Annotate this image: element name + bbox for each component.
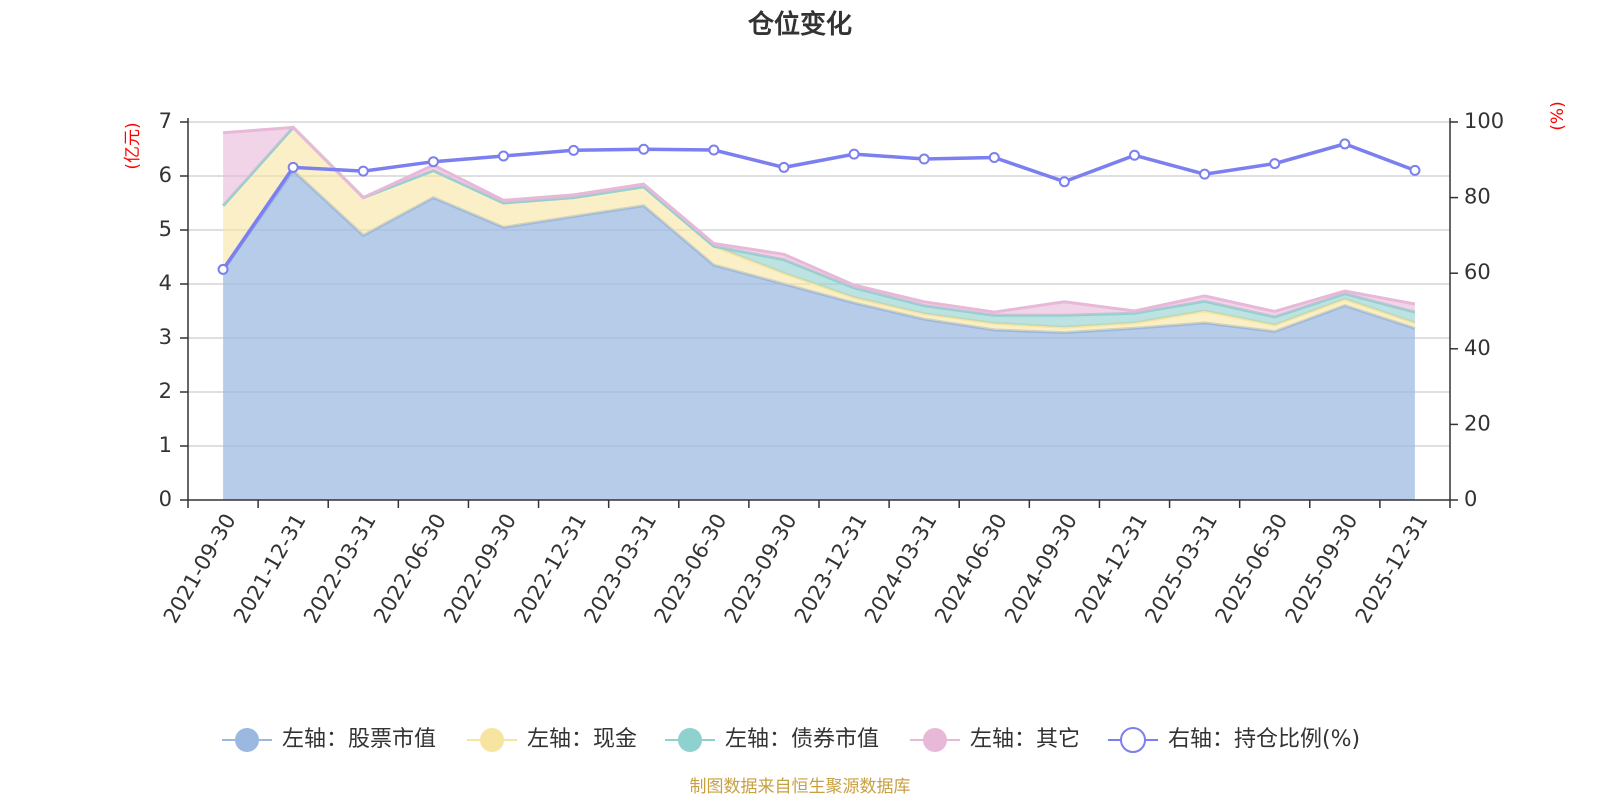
right-axis-tick-label: 40 [1464,336,1491,360]
ratio-point [638,143,650,155]
x-axis-tick-label: 2022-06-30 [369,510,451,628]
x-axis-tick-label: 2024-06-30 [930,510,1012,628]
ratio-point [1129,149,1140,161]
x-axis-tick-label: 2021-09-30 [159,510,241,628]
legend-label: 左轴：其它 [970,727,1080,752]
source-note: 制图数据来自恒生聚源数据库 [690,777,911,797]
ratio-point [357,165,369,177]
legend-item-5: 右轴：持仓比例(%) [1108,727,1360,753]
ratio-point [778,161,790,173]
left-axis-tick-label: 2 [159,379,172,403]
x-axis-tick-label: 2022-12-31 [509,510,591,628]
ratio-point [568,144,580,156]
ratio-point [427,156,439,168]
ratio-point [287,161,299,173]
ratio-point [1269,158,1281,170]
left-axis-tick-label: 7 [159,109,172,133]
x-axis-tick-label: 2024-09-30 [1000,510,1082,628]
right-axis-tick-label: 80 [1464,185,1491,209]
chart-title: 仓位变化 [747,9,852,40]
x-axis-tick-label: 2025-03-31 [1140,510,1222,628]
legend-item-3: 左轴：债券市值 [665,727,879,752]
ratio-point [988,152,1000,164]
ratio-point [1199,168,1211,180]
ratio-line [221,142,1416,271]
left-axis-unit: (亿元) [123,122,143,169]
right-axis-tick-label: 100 [1464,109,1504,133]
ratio-point [848,148,860,160]
ratio-point [1409,164,1421,176]
ratio-point [217,263,229,275]
ratio-point [708,144,720,156]
legend-label: 右轴：持仓比例(%) [1168,727,1360,752]
left-axis-tick-label: 1 [159,433,172,457]
legend-marker [480,728,504,752]
left-axis-tick-label: 4 [159,271,172,295]
legend: 左轴：股票市值 左轴：现金 左轴：债券市值 左轴：其它 右轴：持仓比例(%) [222,727,1360,753]
left-axis-tick-label: 0 [159,487,172,511]
legend-item-2: 左轴：现金 [467,727,637,752]
area-series-4-edge [222,125,1416,314]
legend-label: 左轴：股票市值 [282,727,436,752]
x-axis-tick-label: 2025-09-30 [1281,510,1363,628]
x-axis-tick-label: 2024-03-31 [860,510,942,628]
legend-marker [235,728,259,752]
right-axis-tick-label: 0 [1464,487,1477,511]
x-axis-tick-label: 2022-09-30 [439,510,521,628]
left-axis-tick-label: 3 [159,325,172,349]
x-axis-tick-label: 2023-06-30 [650,510,732,628]
ratio-point [918,153,930,165]
legend-item-4: 左轴：其它 [910,727,1080,752]
area-series-1 [223,170,1415,500]
ratio-line-layer [217,138,1421,275]
legend-marker [678,728,702,752]
x-axis-tick-label: 2021-12-31 [229,510,311,628]
legend-label: 左轴：债券市值 [725,727,879,752]
left-axis-tick-label: 6 [159,163,172,187]
stacked-areas [221,125,1416,500]
legend-item-1: 左轴：股票市值 [222,727,436,752]
ratio-point [1339,138,1351,150]
legend-label: 左轴：现金 [527,727,637,752]
ratio-point [498,150,509,162]
left-axis-tick-label: 5 [159,217,172,241]
x-axis-tick-label: 2025-06-30 [1210,510,1292,628]
legend-marker [923,728,947,752]
x-axis-tick-label: 2023-03-31 [579,510,661,628]
right-axis-tick-label: 60 [1464,260,1491,284]
x-axis-tick-label: 2025-12-31 [1351,510,1433,628]
x-axis-tick-label: 2023-12-31 [790,510,872,628]
x-axis-tick-label: 2022-03-31 [299,510,381,628]
x-axis-tick-label: 2024-12-31 [1070,510,1152,628]
x-axis-tick-label: 2023-09-30 [720,510,802,628]
right-axis-tick-label: 20 [1464,411,1491,435]
area-series-2 [223,127,1415,333]
ratio-point [1058,176,1070,188]
right-axis-unit: (%) [1548,101,1568,130]
legend-marker [1120,727,1146,753]
